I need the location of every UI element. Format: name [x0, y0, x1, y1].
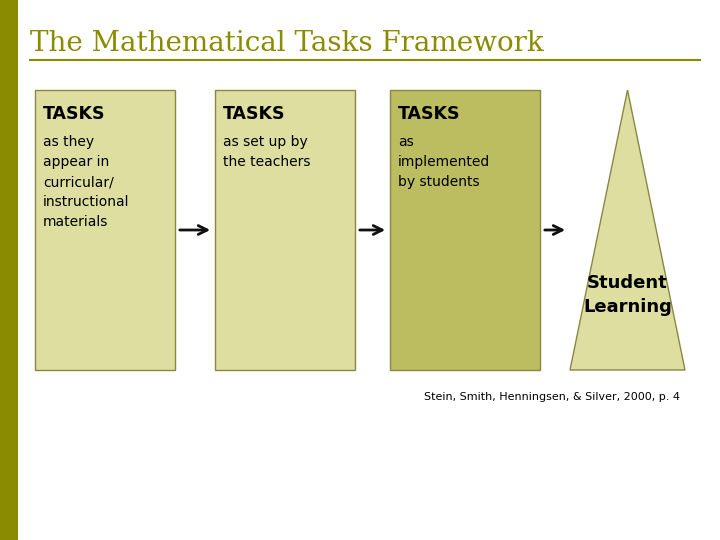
Text: TASKS: TASKS — [223, 105, 286, 123]
Text: as
implemented
by students: as implemented by students — [398, 135, 490, 189]
Text: Student
Learning: Student Learning — [583, 273, 672, 316]
Bar — [0, 0, 18, 540]
Text: TASKS: TASKS — [398, 105, 461, 123]
Bar — [35, 90, 175, 370]
Bar — [390, 90, 540, 370]
Polygon shape — [570, 90, 685, 370]
Bar — [215, 90, 355, 370]
Text: TASKS: TASKS — [43, 105, 106, 123]
Text: The Mathematical Tasks Framework: The Mathematical Tasks Framework — [30, 30, 544, 57]
Text: Stein, Smith, Henningsen, & Silver, 2000, p. 4: Stein, Smith, Henningsen, & Silver, 2000… — [424, 392, 680, 402]
Text: as they
appear in
curricular/
instructional
materials: as they appear in curricular/ instructio… — [43, 135, 130, 229]
Text: as set up by
the teachers: as set up by the teachers — [223, 135, 310, 169]
